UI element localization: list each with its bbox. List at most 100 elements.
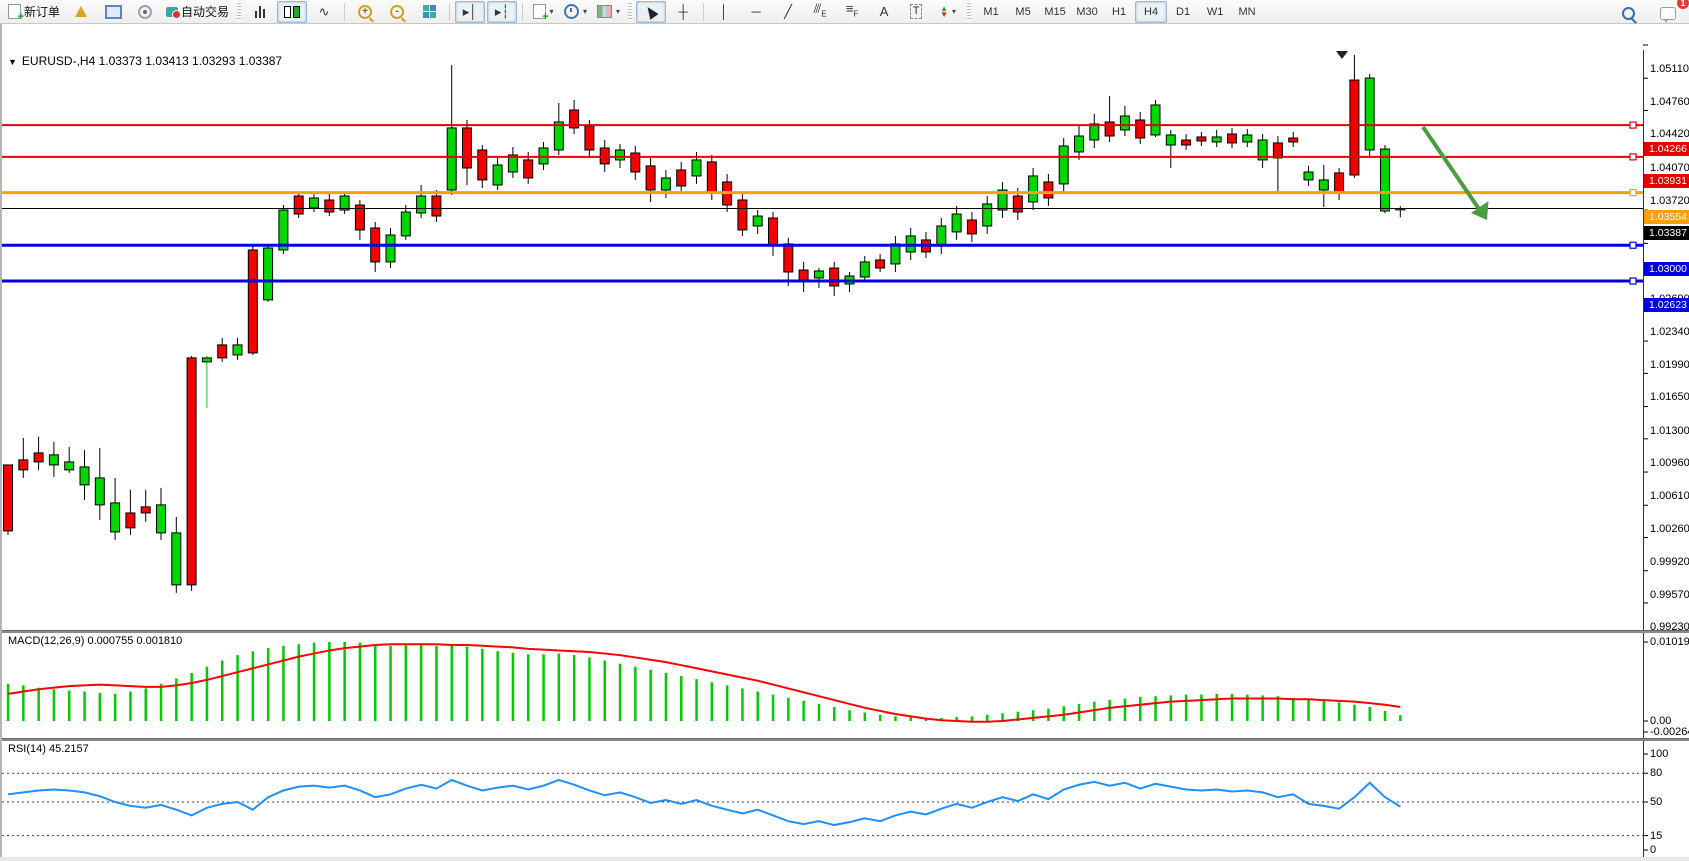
search-button[interactable] — [1613, 2, 1643, 24]
price-level-label: 1.04266 — [1644, 142, 1689, 157]
price-tick-label: 1.03720 — [1650, 194, 1689, 207]
fibonacci-icon: ≡F — [845, 1, 859, 19]
periods-button[interactable]: ▾ — [560, 1, 591, 23]
price-tick-label: 1.00960 — [1650, 456, 1689, 469]
autotrade-button[interactable]: 自动交易 — [162, 1, 233, 23]
line-chart-icon: ∿ — [318, 4, 330, 19]
arrows-button[interactable]: ▲ ▼ ▾ — [940, 3, 957, 19]
autotrade-icon — [166, 6, 182, 19]
crosshair-button[interactable]: ┼ — [668, 1, 698, 23]
toolbar-separator — [344, 2, 346, 21]
rsi-axis-label: 0 — [1650, 844, 1657, 856]
trendline-button[interactable]: ╱ — [773, 1, 803, 23]
text-label-icon: T — [909, 4, 923, 19]
timeframe-w1[interactable]: W1 — [1206, 5, 1224, 18]
chart-title: ▼ EURUSD-,H4 1.03373 1.03413 1.03293 1.03… — [8, 54, 282, 68]
price-tick-label: 0.99570 — [1650, 588, 1689, 601]
notification-badge: 1 — [1677, 0, 1689, 9]
vertical-line-button[interactable]: │ — [709, 1, 739, 23]
cursor-button[interactable] — [636, 0, 667, 23]
cursor-icon — [643, 3, 659, 20]
chat-icon — [1660, 6, 1676, 23]
horizontal-line-button[interactable]: ─ — [741, 1, 771, 23]
timeframe-m30[interactable]: M30 — [1076, 5, 1098, 18]
timeframe-m5[interactable]: M5 — [1015, 5, 1031, 18]
auto-scroll-icon: ▸┆ — [494, 4, 510, 19]
price-level-label: 1.03387 — [1644, 225, 1689, 240]
price-tick-label: 1.04760 — [1650, 96, 1689, 109]
window-left-border — [0, 24, 2, 861]
toolbar-grip — [967, 2, 972, 21]
tile-windows-icon: ​​​​ — [422, 5, 436, 18]
price-level-label: 1.03554 — [1644, 209, 1689, 224]
rsi-axis-label: 80 — [1650, 767, 1663, 780]
pane-separator-main-macd[interactable] — [0, 630, 1689, 633]
bar-chart-icon — [255, 5, 266, 18]
signal-button[interactable] — [130, 1, 160, 23]
new-order-button[interactable]: 新订单 — [4, 1, 64, 23]
chart-title-text: EURUSD-,H4 1.03373 1.03413 1.03293 1.033… — [21, 54, 283, 68]
rsi-axis-label: 100 — [1650, 748, 1669, 760]
chart-window[interactable]: ▼ EURUSD-,H4 1.03373 1.03413 1.03293 1.03… — [0, 24, 1689, 861]
text-label-button[interactable]: T — [901, 1, 931, 23]
indicators-button[interactable]: ▾ — [528, 1, 558, 23]
toolbar: 新订单 自动交易 ∿ + - ​​​​ ▸│ ▸┆ ▾ ▾ ▾ ┼ — [0, 0, 1689, 24]
chart-shift-marker[interactable] — [1336, 51, 1348, 59]
timeframe-m15[interactable]: M15 — [1044, 5, 1066, 18]
timeframe-d1[interactable]: D1 — [1176, 5, 1191, 18]
zoom-in-button[interactable]: + — [350, 1, 380, 23]
pane-separator-macd-rsi[interactable] — [0, 738, 1689, 741]
chart-shift-icon: ▸│ — [462, 4, 478, 19]
tile-windows-button[interactable]: ​​​​ — [414, 1, 444, 23]
bar-chart-button[interactable] — [245, 1, 275, 23]
equidistant-channel-icon: ⫻E — [813, 1, 827, 19]
terminal-button[interactable] — [98, 1, 128, 23]
terminal-icon — [104, 4, 122, 19]
price-tick-label: 0.99920 — [1650, 555, 1689, 568]
price-tick-label: 1.01650 — [1650, 391, 1689, 404]
autotrade-label: 自动交易 — [181, 5, 230, 19]
signal-icon — [138, 4, 153, 19]
macd-pane[interactable] — [0, 608, 1689, 714]
chevron-down-icon: ▼ — [8, 57, 17, 67]
chart-shift-button[interactable]: ▸│ — [455, 0, 486, 23]
auto-scroll-button[interactable]: ▸┆ — [487, 0, 518, 23]
indicators-icon — [532, 4, 549, 23]
timeframe-h1[interactable]: H1 — [1112, 5, 1127, 18]
timeframe-mn[interactable]: MN — [1238, 5, 1256, 18]
zoom-out-icon: - — [390, 4, 405, 19]
text-button[interactable]: A — [869, 1, 899, 23]
crosshair-icon: ┼ — [678, 4, 688, 19]
timeframe-h4[interactable]: H4 — [1135, 0, 1168, 23]
vertical-line-icon: │ — [720, 4, 729, 19]
text-icon: A — [879, 4, 889, 19]
rsi-axis-label: 50 — [1650, 796, 1663, 808]
styler-button[interactable] — [66, 1, 96, 23]
rsi-indicator-label: RSI(14) 45.2157 — [8, 743, 89, 755]
chat-button[interactable]: 1 — [1653, 0, 1689, 24]
styler-icon — [75, 6, 88, 17]
line-chart-button[interactable]: ∿ — [309, 1, 339, 23]
zoom-in-icon: + — [358, 4, 373, 19]
macd-indicator-label: MACD(12,26,9) 0.000755 0.001810 — [8, 635, 183, 647]
candlestick-chart-button[interactable] — [277, 0, 308, 23]
search-icon — [1621, 6, 1635, 20]
arrows-icon: ▲ ▼ — [940, 3, 949, 19]
macd-axis-label: 0.010191 — [1650, 635, 1689, 648]
price-tick-label: 1.00610 — [1650, 490, 1689, 503]
timeframe-bar: M1 M5 M15 M30 H1 H4 D1 W1 MN — [975, 0, 1263, 23]
main-price-pane[interactable] — [0, 26, 1689, 608]
fibonacci-button[interactable]: ≡F — [837, 1, 867, 23]
timeframe-m1[interactable]: M1 — [983, 5, 999, 18]
equidistant-channel-button[interactable]: ⫻E — [805, 1, 835, 23]
window-bottom-border — [0, 857, 1689, 861]
toolbar-grip — [628, 2, 633, 21]
zoom-out-button[interactable]: - — [382, 1, 412, 23]
price-tick-label: 1.02340 — [1650, 325, 1689, 338]
new-order-label: 新订单 — [24, 5, 61, 19]
templates-button[interactable]: ▾ — [593, 1, 624, 23]
candlestick-chart-icon — [284, 5, 301, 19]
price-level-label: 1.03931 — [1644, 173, 1689, 188]
price-axis-line — [1643, 50, 1644, 859]
